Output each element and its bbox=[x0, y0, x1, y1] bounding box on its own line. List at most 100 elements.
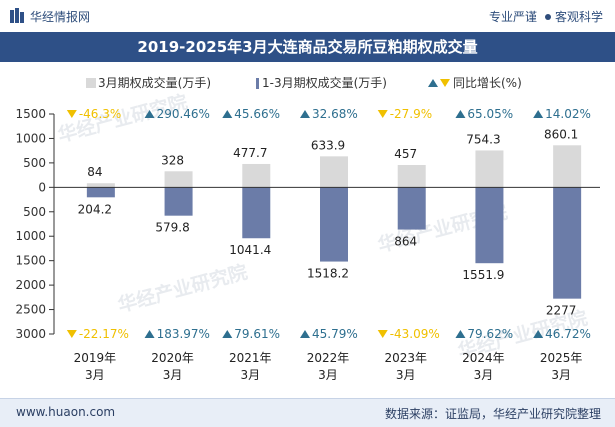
y-tick-label: 500 bbox=[23, 156, 46, 170]
x-tick-label-year: 2024年 bbox=[462, 351, 505, 365]
growth-up-triangle-icon bbox=[533, 330, 544, 338]
growth-label-march: 14.02% bbox=[545, 107, 591, 121]
bar-march bbox=[475, 150, 504, 188]
x-tick-label-year: 2023年 bbox=[384, 351, 427, 365]
bar-march bbox=[397, 164, 426, 188]
y-tick-label: 2000 bbox=[15, 278, 46, 292]
x-tick-label-month: 3月 bbox=[318, 368, 338, 382]
growth-up-triangle-icon bbox=[222, 110, 233, 118]
data-label-march: 754.3 bbox=[466, 132, 500, 146]
site-url[interactable]: www.huaon.com bbox=[16, 405, 116, 419]
chart-title: 2019-2025年3月大连商品交易所豆粕期权成交量 bbox=[0, 32, 615, 62]
legend-label-march: 3月期权成交量(万手) bbox=[98, 75, 211, 90]
growth-label-q1: 45.79% bbox=[312, 327, 358, 341]
bar-q1 bbox=[242, 187, 271, 239]
growth-label-march: 32.68% bbox=[312, 107, 358, 121]
growth-label-march: 65.05% bbox=[467, 107, 513, 121]
growth-label-q1: 79.62% bbox=[467, 327, 513, 341]
bar-march bbox=[164, 171, 193, 188]
growth-down-triangle-icon bbox=[377, 110, 388, 118]
legend-swatch-q1 bbox=[256, 78, 259, 89]
data-label-march: 328 bbox=[161, 153, 184, 167]
logo-icon bbox=[10, 8, 24, 23]
y-tick-label: 1000 bbox=[15, 131, 46, 145]
bar-march bbox=[553, 145, 582, 188]
x-tick-label-year: 2025年 bbox=[540, 351, 583, 365]
bar-q1 bbox=[553, 187, 582, 299]
x-tick-label-month: 3月 bbox=[240, 368, 260, 382]
growth-label-q1: 46.72% bbox=[545, 327, 591, 341]
growth-label-q1: -22.17% bbox=[79, 327, 129, 341]
x-tick-label-year: 2019年 bbox=[74, 351, 117, 365]
tagline-left: 专业严谨 bbox=[488, 10, 537, 24]
y-tick-label: 500 bbox=[23, 205, 46, 219]
bar-q1 bbox=[475, 187, 504, 264]
bar-q1 bbox=[86, 187, 115, 198]
bar-march bbox=[242, 163, 271, 188]
growth-up-triangle-icon bbox=[533, 110, 544, 118]
growth-down-triangle-icon bbox=[66, 110, 77, 118]
data-label-q1: 579.8 bbox=[155, 221, 189, 235]
y-tick-label: 0 bbox=[38, 180, 46, 194]
legend-label-growth: 同比增长(%) bbox=[453, 76, 522, 90]
x-tick-label-month: 3月 bbox=[85, 368, 105, 382]
legend-swatch-march bbox=[86, 78, 96, 88]
data-label-q1: 864 bbox=[394, 235, 417, 249]
x-tick-label-month: 3月 bbox=[396, 368, 416, 382]
growth-label-march: 290.46% bbox=[157, 107, 210, 121]
data-label-q1: 204.2 bbox=[78, 202, 112, 216]
data-label-march: 860.1 bbox=[544, 127, 578, 141]
y-tick-label: 3000 bbox=[15, 327, 46, 341]
data-label-march: 84 bbox=[87, 165, 102, 179]
growth-down-triangle-icon bbox=[377, 330, 388, 338]
y-tick-label: 2500 bbox=[15, 303, 46, 317]
data-source: 数据来源：证监局，华经产业研究院整理 bbox=[384, 407, 601, 421]
growth-label-march: 45.66% bbox=[234, 107, 280, 121]
data-label-q1: 2277 bbox=[546, 304, 577, 318]
y-tick-label: 1500 bbox=[15, 107, 46, 121]
data-label-march: 457 bbox=[394, 147, 417, 161]
growth-up-triangle-icon bbox=[144, 110, 155, 118]
brand-name[interactable]: 华经情报网 bbox=[30, 10, 91, 24]
growth-down-triangle-icon bbox=[66, 330, 77, 338]
tagline-right: 客观科学 bbox=[554, 10, 603, 24]
x-tick-label-year: 2022年 bbox=[307, 351, 350, 365]
y-tick-label: 1500 bbox=[15, 254, 46, 268]
separator-dot-icon bbox=[544, 14, 551, 20]
growth-label-march: -27.9% bbox=[390, 107, 432, 121]
bar-q1 bbox=[320, 187, 348, 262]
bar-march bbox=[86, 183, 115, 188]
growth-up-triangle-icon bbox=[300, 330, 310, 338]
x-tick-label-month: 3月 bbox=[474, 368, 494, 382]
y-tick-label: 1000 bbox=[15, 229, 46, 243]
growth-label-q1: 79.61% bbox=[234, 327, 280, 341]
growth-label-march: -46.3% bbox=[79, 107, 121, 121]
top-bar: 华经情报网 专业严谨 客观科学 bbox=[0, 0, 615, 32]
x-tick-label-month: 3月 bbox=[551, 368, 571, 382]
growth-up-triangle-icon bbox=[455, 110, 466, 118]
legend-label-q1: 1-3月期权成交量(万手) bbox=[262, 75, 387, 90]
growth-up-triangle-icon bbox=[144, 330, 155, 338]
growth-label-q1: 183.97% bbox=[157, 327, 210, 341]
bar-march bbox=[320, 156, 348, 188]
data-label-march: 477.7 bbox=[233, 146, 267, 160]
growth-up-triangle-icon bbox=[300, 110, 310, 118]
legend-up-triangle-icon bbox=[428, 79, 438, 87]
x-tick-label-month: 3月 bbox=[163, 368, 183, 382]
data-label-q1: 1518.2 bbox=[307, 267, 349, 281]
footer: www.huaon.com 数据来源：证监局，华经产业研究院整理 bbox=[0, 398, 615, 427]
tagline: 专业严谨 客观科学 bbox=[489, 8, 603, 25]
watermark-text: 华经产业研究院 bbox=[115, 260, 249, 317]
growth-up-triangle-icon bbox=[222, 330, 233, 338]
x-tick-label-year: 2020年 bbox=[151, 351, 194, 365]
data-label-march: 633.9 bbox=[311, 138, 345, 152]
growth-label-q1: -43.09% bbox=[390, 327, 440, 341]
legend-down-triangle-icon bbox=[440, 79, 450, 87]
growth-up-triangle-icon bbox=[455, 330, 466, 338]
bar-q1 bbox=[397, 187, 426, 230]
data-label-q1: 1551.9 bbox=[462, 268, 504, 282]
bar-q1 bbox=[164, 187, 193, 216]
x-tick-label-year: 2021年 bbox=[229, 351, 272, 365]
data-label-q1: 1041.4 bbox=[229, 243, 271, 257]
